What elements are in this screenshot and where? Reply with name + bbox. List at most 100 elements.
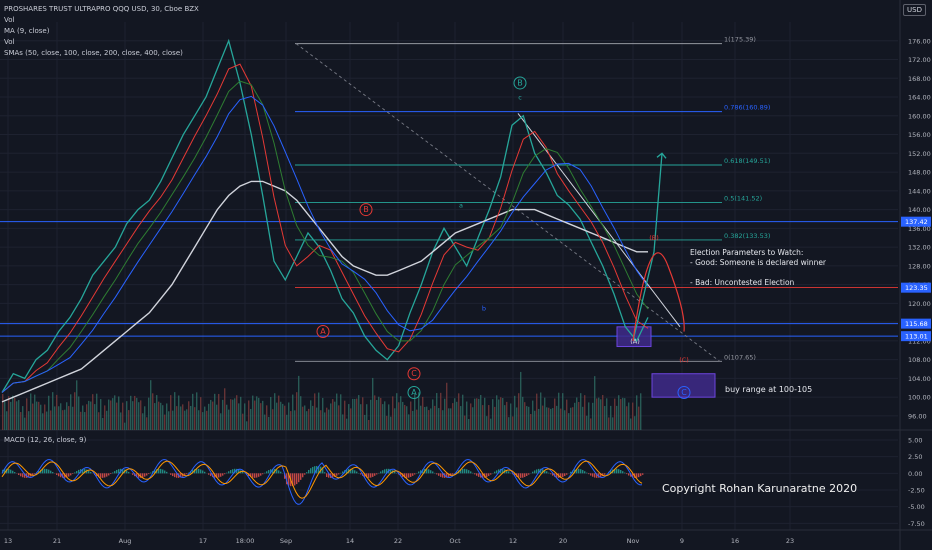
price-badge xyxy=(901,318,931,329)
macd-histogram-bar xyxy=(640,473,642,477)
volume-bar xyxy=(564,410,566,430)
volume-bar xyxy=(562,393,564,430)
buy-range-note: buy range at 100-105 xyxy=(725,385,813,394)
macd-histogram-bar xyxy=(12,470,14,474)
volume-bar xyxy=(438,408,440,430)
volume-bar xyxy=(72,406,74,430)
indicator-ma[interactable]: MA (9, close) xyxy=(4,27,50,35)
volume-bar xyxy=(640,393,642,430)
macd-histogram-bar xyxy=(48,469,50,474)
volume-bar xyxy=(632,402,634,430)
symbol-title[interactable]: PROSHARES TRUST ULTRAPRO QQQ USD, 30, Cb… xyxy=(4,5,199,13)
macd-histogram-bar xyxy=(276,469,278,474)
price-tick-label: 148.00 xyxy=(908,169,931,177)
indicator-vol[interactable]: Vol xyxy=(4,16,15,24)
macd-histogram-bar xyxy=(544,470,546,474)
moving-average-line xyxy=(1,63,649,393)
macd-histogram-bar xyxy=(154,469,156,474)
volume-bar xyxy=(204,406,206,430)
volume-bar xyxy=(280,401,282,430)
volume-bar xyxy=(498,399,500,430)
macd-legend[interactable]: MACD (12, 26, close, 9) xyxy=(4,436,87,444)
macd-histogram-bar xyxy=(284,473,286,479)
volume-bar xyxy=(478,398,480,430)
macd-histogram-bar xyxy=(14,472,16,474)
volume-bar xyxy=(112,398,114,430)
volume-bar xyxy=(482,405,484,430)
macd-pane xyxy=(0,439,898,524)
macd-histogram-bar xyxy=(262,473,264,475)
macd-histogram-bar xyxy=(386,468,388,474)
volume-bar xyxy=(136,397,138,430)
bullish-forecast-path xyxy=(632,153,663,342)
wave-label: B xyxy=(363,205,369,214)
macd-histogram-bar xyxy=(256,473,258,478)
macd-tick-label: 0.00 xyxy=(908,470,922,478)
macd-histogram-bar xyxy=(518,473,520,478)
volume-bar xyxy=(206,410,208,430)
macd-histogram-bar xyxy=(176,473,178,478)
volume-bar xyxy=(506,401,508,430)
sma-200-line xyxy=(1,180,648,403)
volume-bar xyxy=(10,401,12,430)
volume-bar xyxy=(616,405,618,430)
volume-bar xyxy=(78,396,80,430)
macd-histogram-bar xyxy=(488,473,490,476)
macd-histogram-bar xyxy=(580,469,582,474)
volume-bar xyxy=(508,417,510,430)
macd-histogram-bar xyxy=(494,471,496,474)
macd-histogram-bar xyxy=(562,473,564,478)
wave-label-circle xyxy=(407,367,421,381)
macd-histogram-bar xyxy=(446,473,448,478)
indicator-vol-2[interactable]: Vol xyxy=(4,38,15,46)
macd-histogram-bar xyxy=(368,473,370,478)
macd-histogram-bar xyxy=(542,469,544,474)
volume-bar xyxy=(106,410,108,430)
price-tick-label: 168.00 xyxy=(908,75,931,83)
time-tick-label: 23 xyxy=(786,537,794,545)
volume-bar xyxy=(76,380,78,430)
currency-badge[interactable]: USD xyxy=(903,4,926,16)
volume-bar xyxy=(480,395,482,430)
macd-histogram-bar xyxy=(218,473,220,478)
volume-bar xyxy=(380,397,382,430)
volume-bar xyxy=(306,411,308,430)
macd-histogram-bar xyxy=(540,468,542,474)
macd-histogram-bar xyxy=(66,473,68,478)
volume-bar xyxy=(518,393,520,430)
macd-histogram-bar xyxy=(332,473,334,478)
macd-histogram-bar xyxy=(582,470,584,474)
volume-bar xyxy=(124,422,126,430)
price-tick-label: 176.00 xyxy=(908,37,931,45)
volume-bar xyxy=(496,395,498,430)
macd-histogram-bar xyxy=(4,469,6,474)
volume-bar xyxy=(486,416,488,430)
indicator-smas[interactable]: SMAs (50, close, 100, close, 200, close,… xyxy=(4,49,183,57)
volume-bar xyxy=(290,411,292,430)
macd-histogram-bar xyxy=(524,473,526,478)
time-tick-label: 17 xyxy=(199,537,207,545)
volume-bar xyxy=(66,402,68,430)
macd-histogram-bar xyxy=(118,469,120,474)
macd-histogram-bar xyxy=(532,471,534,474)
price-tick-label: 136.00 xyxy=(908,225,931,233)
volume-bar xyxy=(628,402,630,430)
fib-label: 0.786(160.89) xyxy=(724,104,770,112)
price-tick-label: 164.00 xyxy=(908,94,931,102)
wave-label-circle xyxy=(677,385,691,399)
macd-histogram-bar xyxy=(476,473,478,476)
macd-histogram-bar xyxy=(496,470,498,474)
volume-bar xyxy=(114,395,116,430)
macd-histogram-bar xyxy=(166,471,168,474)
macd-histogram-bar xyxy=(522,473,524,478)
macd-histogram-bar xyxy=(128,471,130,474)
macd-histogram-bar xyxy=(188,472,190,474)
volume-bar xyxy=(328,409,330,430)
macd-histogram-bar xyxy=(360,473,362,475)
macd-histogram-bar xyxy=(520,473,522,478)
macd-histogram-bar xyxy=(24,473,26,478)
volume-bar xyxy=(302,406,304,430)
macd-histogram-bar xyxy=(132,473,134,475)
volume-bar xyxy=(466,401,468,430)
